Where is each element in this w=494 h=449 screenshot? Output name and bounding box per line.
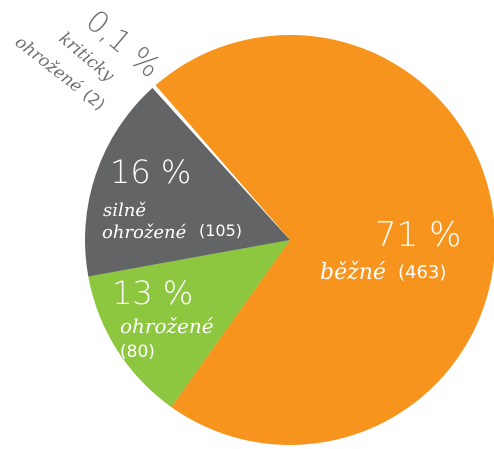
percent-ohrozene: 13 %	[112, 274, 193, 312]
label-silne-line1: silně	[103, 200, 146, 221]
label-bezne: běžné	[320, 260, 386, 285]
slice-ohrozene[interactable]	[88, 240, 290, 407]
percent-silne: 16 %	[110, 153, 191, 191]
count-silne: (105)	[199, 221, 242, 240]
label-silne-line2: ohrožené	[102, 222, 187, 243]
slice-bezne[interactable]	[155, 35, 494, 445]
count-bezne: (463)	[398, 262, 446, 283]
percent-bezne: 71 %	[375, 215, 461, 255]
slice-kriticky-ohrozene[interactable]	[152, 85, 291, 240]
count-ohrozene: (80)	[120, 342, 155, 362]
slice-silne-ohrozene[interactable]	[85, 87, 290, 277]
label-ohrozene: ohrožené	[120, 314, 214, 338]
count-kriticky: (2)	[79, 85, 109, 114]
